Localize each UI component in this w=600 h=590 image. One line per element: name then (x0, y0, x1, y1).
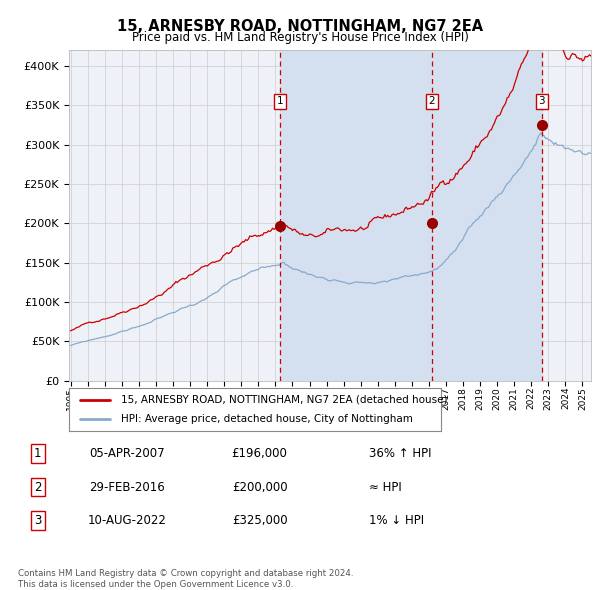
Text: Contains HM Land Registry data © Crown copyright and database right 2024.
This d: Contains HM Land Registry data © Crown c… (18, 569, 353, 589)
Text: 36% ↑ HPI: 36% ↑ HPI (369, 447, 431, 460)
Text: HPI: Average price, detached house, City of Nottingham: HPI: Average price, detached house, City… (121, 414, 413, 424)
Text: £200,000: £200,000 (232, 480, 287, 494)
Text: 29-FEB-2016: 29-FEB-2016 (89, 480, 165, 494)
Text: 15, ARNESBY ROAD, NOTTINGHAM, NG7 2EA (detached house): 15, ARNESBY ROAD, NOTTINGHAM, NG7 2EA (d… (121, 395, 448, 405)
Text: ≈ HPI: ≈ HPI (369, 480, 402, 494)
Text: Price paid vs. HM Land Registry's House Price Index (HPI): Price paid vs. HM Land Registry's House … (131, 31, 469, 44)
Text: £325,000: £325,000 (232, 514, 287, 527)
Text: 3: 3 (34, 514, 41, 527)
Text: £196,000: £196,000 (232, 447, 287, 460)
Text: 2: 2 (34, 480, 41, 494)
Bar (280, 50, 542, 381)
Text: 2: 2 (428, 96, 435, 106)
Text: 15, ARNESBY ROAD, NOTTINGHAM, NG7 2EA: 15, ARNESBY ROAD, NOTTINGHAM, NG7 2EA (117, 19, 483, 34)
Text: 10-AUG-2022: 10-AUG-2022 (88, 514, 167, 527)
Text: 1: 1 (34, 447, 41, 460)
Text: 1% ↓ HPI: 1% ↓ HPI (369, 514, 424, 527)
Text: 05-APR-2007: 05-APR-2007 (89, 447, 165, 460)
Text: 1: 1 (277, 96, 283, 106)
Text: 3: 3 (538, 96, 545, 106)
